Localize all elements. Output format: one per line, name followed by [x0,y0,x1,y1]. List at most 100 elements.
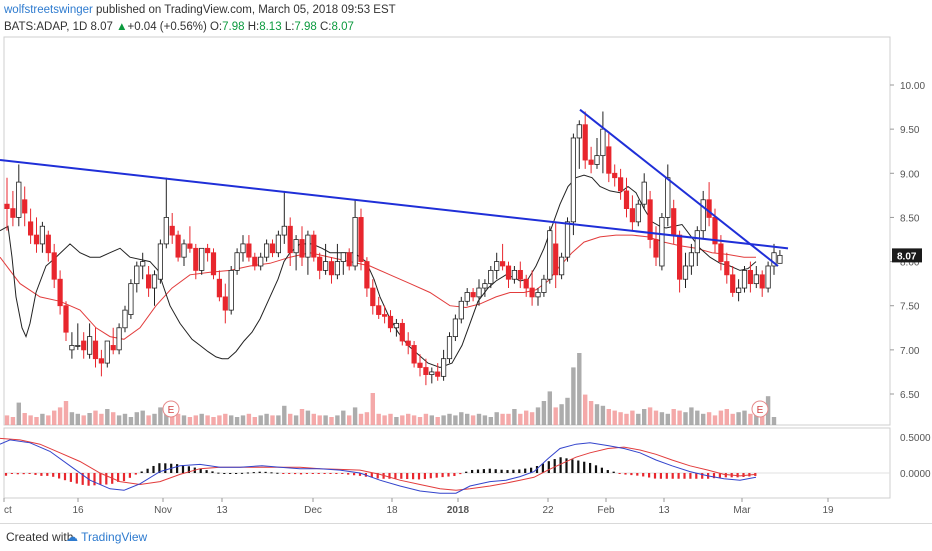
candle-body [252,256,258,267]
symbol-label: BATS:ADAP, 1D [4,21,88,33]
candle-body [222,296,228,311]
volume-bar [199,413,204,425]
macd-histogram-bar [211,471,214,473]
candle-body [405,340,411,346]
macd-histogram-bar [258,471,261,473]
macd-histogram-bar [459,473,462,475]
candle-body [275,234,282,254]
tradingview-logo[interactable]: ☁ TradingView [66,530,147,544]
candle-body [10,208,16,218]
candle-body [759,274,765,289]
close-label: C: [320,21,332,33]
candle-body [98,358,104,364]
publish-info: wolfstreetswinger published on TradingVi… [4,2,396,18]
volume-bar [541,401,547,425]
macd-histogram-bar [429,473,432,479]
macd-histogram-bar [535,466,539,473]
volume-bar [559,404,564,425]
volume-bar [683,412,688,425]
volume-bar [571,367,576,425]
candlesticks [4,111,783,386]
price-pane-border [3,36,891,426]
macd-histogram-bar [4,473,8,476]
open-label: O: [209,21,223,33]
open-value: 7.98 [222,21,245,33]
volume-bar [441,415,446,425]
macd-histogram-bar [240,472,244,474]
candle-body [87,336,93,355]
candle-body [39,225,46,245]
volume-bar [105,409,110,425]
macd-histogram-bar [482,469,485,473]
macd-histogram-bar [583,461,586,473]
candle-body [210,252,217,276]
candle-body [287,225,293,254]
time-tick-label: 13 [658,505,670,516]
volume-bar [518,413,523,425]
last-price-badge [892,248,922,263]
macd-histogram-bar [93,473,96,486]
low-value: 7.98 [294,21,317,33]
time-tick-label: 22 [542,505,554,516]
macd-histogram-bar [335,473,338,474]
volume-bar [394,417,399,425]
high-value: 8.13 [259,21,282,33]
candle-body [588,159,594,165]
price-chart[interactable]: 10.00 9.50 9.00 8.50 8.00 7.50 7.00 6.50 8.07 0.5… [0,0,932,523]
low-label: L: [284,21,295,33]
candle-body [741,269,748,289]
candle-body [151,274,158,289]
macd-histogram-bar [134,473,137,475]
volume-bar [653,410,659,425]
macd-histogram-bar [246,472,249,474]
candle-body [553,243,559,276]
volume-bar [494,412,499,425]
volume-bar [341,410,346,425]
volume-bar [276,415,281,425]
candle-body [45,234,51,254]
candle-body [541,278,547,293]
macd-histogram-bar [394,473,397,479]
macd-histogram-bar [612,471,615,473]
candle-body [134,265,140,285]
macd-histogram-bar [712,473,716,479]
macd-histogram-bar [689,473,692,479]
volume-bar [718,410,724,425]
candle-body [688,252,695,267]
volume-bar [488,417,493,425]
candle-body [4,203,10,210]
macd-indicator [0,437,890,494]
macd-histogram-bar [347,473,350,475]
trendlines[interactable] [0,108,789,267]
macd-histogram-bar [52,473,55,477]
volume-bar [382,415,387,425]
volume-bar [706,412,712,425]
candle-body [33,234,40,245]
macd-histogram-bar [128,473,131,478]
volume-bar [81,415,86,425]
macd-histogram-bar [217,472,220,474]
volume-bar [34,417,39,425]
candle-body [618,177,624,192]
macd-histogram-bar [447,473,450,477]
candle-body [246,243,252,258]
volume-bar [754,409,759,425]
volume-bar [99,413,104,425]
macd-histogram-bar [648,473,651,478]
candle-body [606,146,612,174]
volume-bar [122,413,128,425]
candle-body [482,283,488,289]
volume-bar [293,415,299,425]
volume-bar [459,412,464,425]
candle-body [730,274,736,293]
time-tick-label: Feb [597,505,615,516]
macd-histogram-bar [235,473,238,474]
macd-histogram-bar [299,473,303,475]
volume-bar [240,415,246,425]
macd-histogram-bar [417,473,421,480]
macd-histogram-bar [288,473,291,474]
candle-body [429,371,435,375]
volume-bar [358,413,364,425]
earnings-marker-label: E [168,405,175,416]
author-link[interactable]: wolfstreetswinger [4,4,93,16]
